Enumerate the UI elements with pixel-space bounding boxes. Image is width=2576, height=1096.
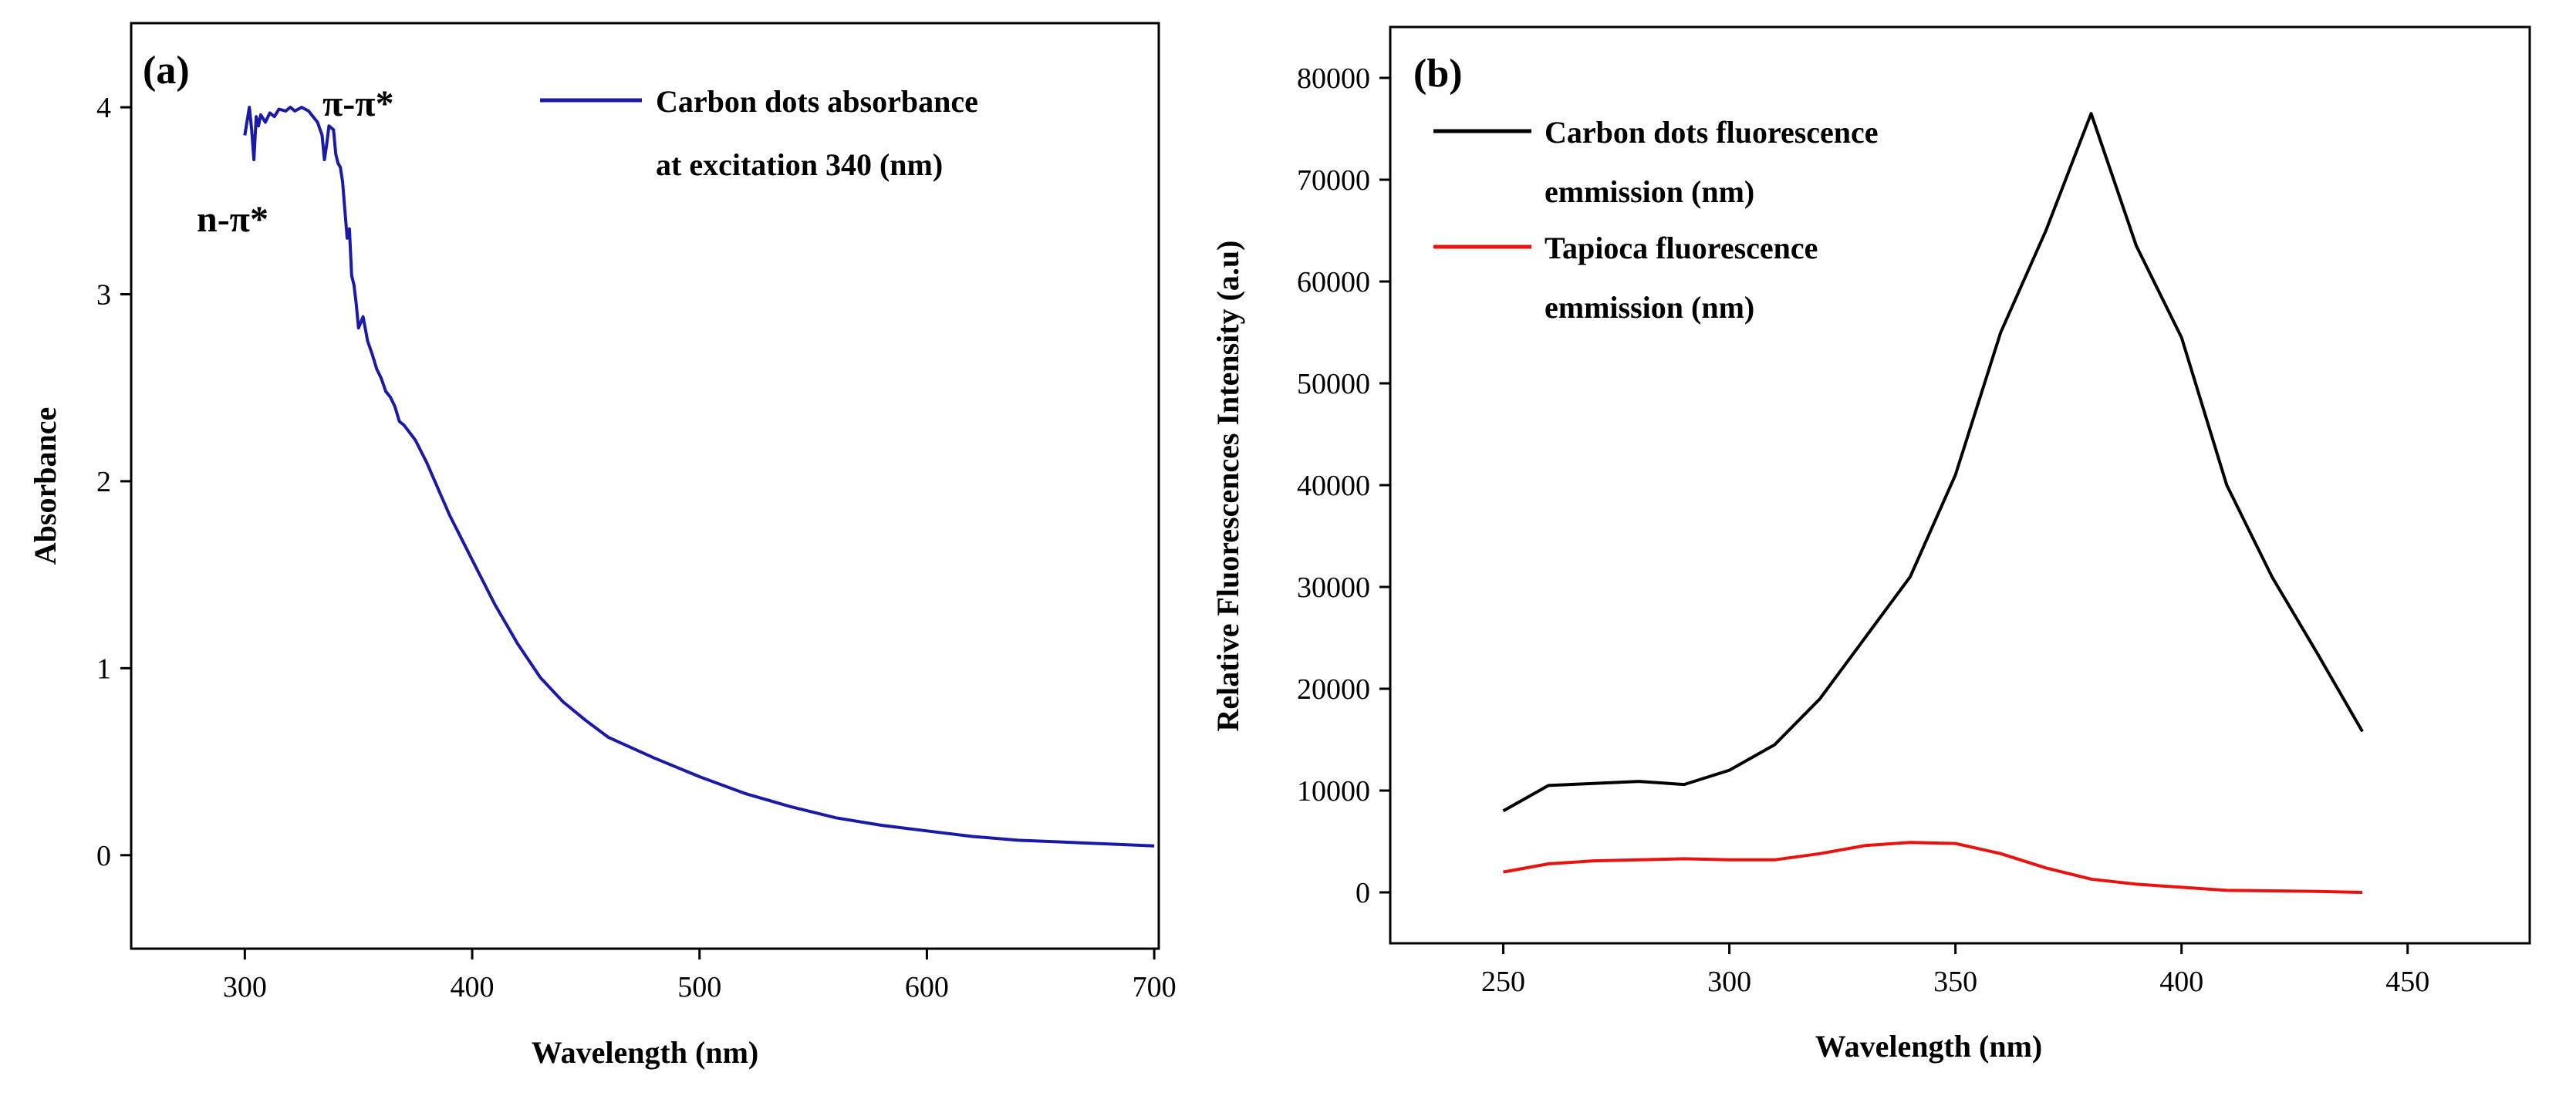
panel-a-y-axis-title: Absorbance <box>28 407 62 565</box>
panel-b-y-tick-label: 30000 <box>1297 572 1370 604</box>
panel-a-x-tick-label: 500 <box>677 971 721 1003</box>
panel-b-y-tick-label: 50000 <box>1297 368 1370 400</box>
panel-b: 250 300 350 400 450 0 10000 20000 30000 40000 500… <box>1210 25 2531 1064</box>
panel-b-y-tick-label: 10000 <box>1297 775 1370 808</box>
annotation-pi-pi-star: π-π* <box>322 83 394 124</box>
panel-a-y-tick-label: 1 <box>96 653 111 685</box>
panel-a-y-tick-label: 4 <box>96 92 111 124</box>
legend-label-carbon-dots-absorbance-line-2: at excitation 340 (nm) <box>656 147 943 182</box>
panel-a-x-axis: 300 400 500 600 700 <box>223 949 1177 1003</box>
panel-b-label: (b) <box>1413 52 1463 96</box>
panel-a-y-tick-label: 2 <box>96 466 111 498</box>
legend-label-carbon-dots-fluorescence-line-2: emmission (nm) <box>1545 174 1754 209</box>
panel-a-label: (a) <box>143 49 190 93</box>
panel-b-y-tick-label: 60000 <box>1297 266 1370 298</box>
panel-b-y-tick-label: 20000 <box>1297 673 1370 706</box>
panel-b-series-group <box>1502 112 2364 894</box>
panel-a-y-tick-label: 0 <box>96 840 111 872</box>
panel-b-x-axis: 250 300 350 400 450 <box>1481 943 2429 998</box>
panel-b-x-axis-title: Wavelength (nm) <box>1815 1029 2042 1064</box>
legend-label-tapioca-fluorescence-line-2: emmission (nm) <box>1545 290 1754 325</box>
annotation-n-pi-star: n-π* <box>197 199 268 240</box>
panel-b-y-tick-label: 70000 <box>1297 164 1370 197</box>
panel-b-x-tick-label: 250 <box>1481 966 1525 998</box>
panel-a-x-tick-label: 700 <box>1133 971 1177 1003</box>
panel-a-x-axis-title: Wavelength (nm) <box>532 1035 758 1070</box>
panel-a-x-tick-label: 300 <box>223 971 267 1003</box>
panel-a-plot-frame <box>130 22 1160 950</box>
panel-b-x-tick-label: 300 <box>1707 966 1751 998</box>
panel-b-x-tick-label: 450 <box>2385 966 2429 998</box>
legend-label-carbon-dots-absorbance-line-1: Carbon dots absorbance <box>656 84 978 119</box>
panel-b-y-tick-label: 0 <box>1356 877 1370 909</box>
panel-b-y-tick-label: 40000 <box>1297 470 1370 502</box>
panel-a-x-tick-label: 400 <box>451 971 495 1003</box>
panel-a-x-tick-label: 600 <box>905 971 949 1003</box>
panel-a-series-group <box>243 106 1155 848</box>
series-line-carbon-dots-absorbance <box>243 106 1155 848</box>
legend-label-tapioca-fluorescence-line-1: Tapioca fluorescence <box>1545 231 1818 265</box>
series-line-tapioca-fluorescence <box>1503 841 2363 894</box>
panel-b-legend: Carbon dots fluorescence emmission (nm) … <box>1433 115 1879 325</box>
panel-b-y-tick-label: 80000 <box>1297 62 1370 95</box>
panel-b-y-axis: 0 10000 20000 30000 40000 50000 60000 70000 8000… <box>1297 62 1390 909</box>
legend-label-carbon-dots-fluorescence-line-1: Carbon dots fluorescence <box>1545 115 1879 150</box>
series-line-carbon-dots-fluorescence <box>1502 112 2364 813</box>
panel-b-plot-frame <box>1389 25 2531 945</box>
panel-a-y-tick-label: 3 <box>96 279 111 312</box>
panel-b-x-tick-label: 350 <box>1933 966 1977 998</box>
panel-a: 300 400 500 600 700 0 1 2 3 4 (a) Wavelength (nm… <box>28 22 1177 1070</box>
panel-a-legend: Carbon dots absorbance at excitation 340… <box>540 84 978 182</box>
panel-a-y-axis: 0 1 2 3 4 <box>96 92 131 872</box>
panel-b-x-tick-label: 400 <box>2159 966 2203 998</box>
panel-b-y-axis-title: Relative Fluorescences Intensity (a.u) <box>1210 241 1245 732</box>
